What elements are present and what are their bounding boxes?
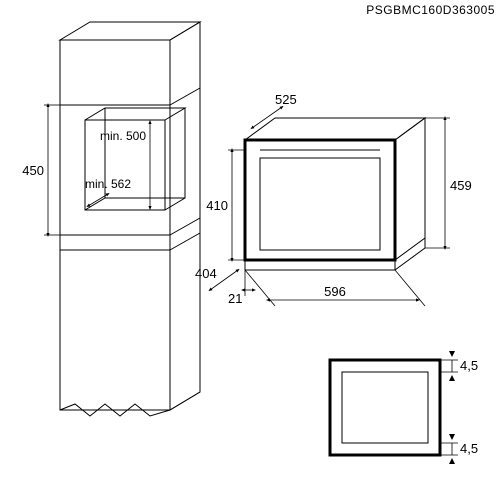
dim-width-596: 596 (324, 284, 346, 299)
oven-drawing: 525 459 410 596 21 404 (195, 92, 472, 306)
part-number: PSGBMC160D363005 (366, 3, 495, 17)
dim-depth-404: 404 (195, 266, 217, 281)
dim-height-459: 459 (450, 178, 472, 193)
dim-depth-525: 525 (275, 92, 297, 107)
cabinet-drawing: min. 500 min. 562 450 (22, 22, 200, 416)
dim-door-410: 410 (206, 198, 228, 213)
dim-gap-top: 4,5 (460, 358, 478, 373)
front-panel-detail: 4,5 4,5 (330, 351, 478, 464)
dim-cavity-min-height: min. 500 (100, 129, 146, 143)
dim-cabinet-450: 450 (22, 163, 44, 178)
dim-gap-bottom: 4,5 (460, 441, 478, 456)
dim-cavity-min-depth: min. 562 (85, 177, 131, 191)
dim-offset-21: 21 (228, 291, 242, 306)
